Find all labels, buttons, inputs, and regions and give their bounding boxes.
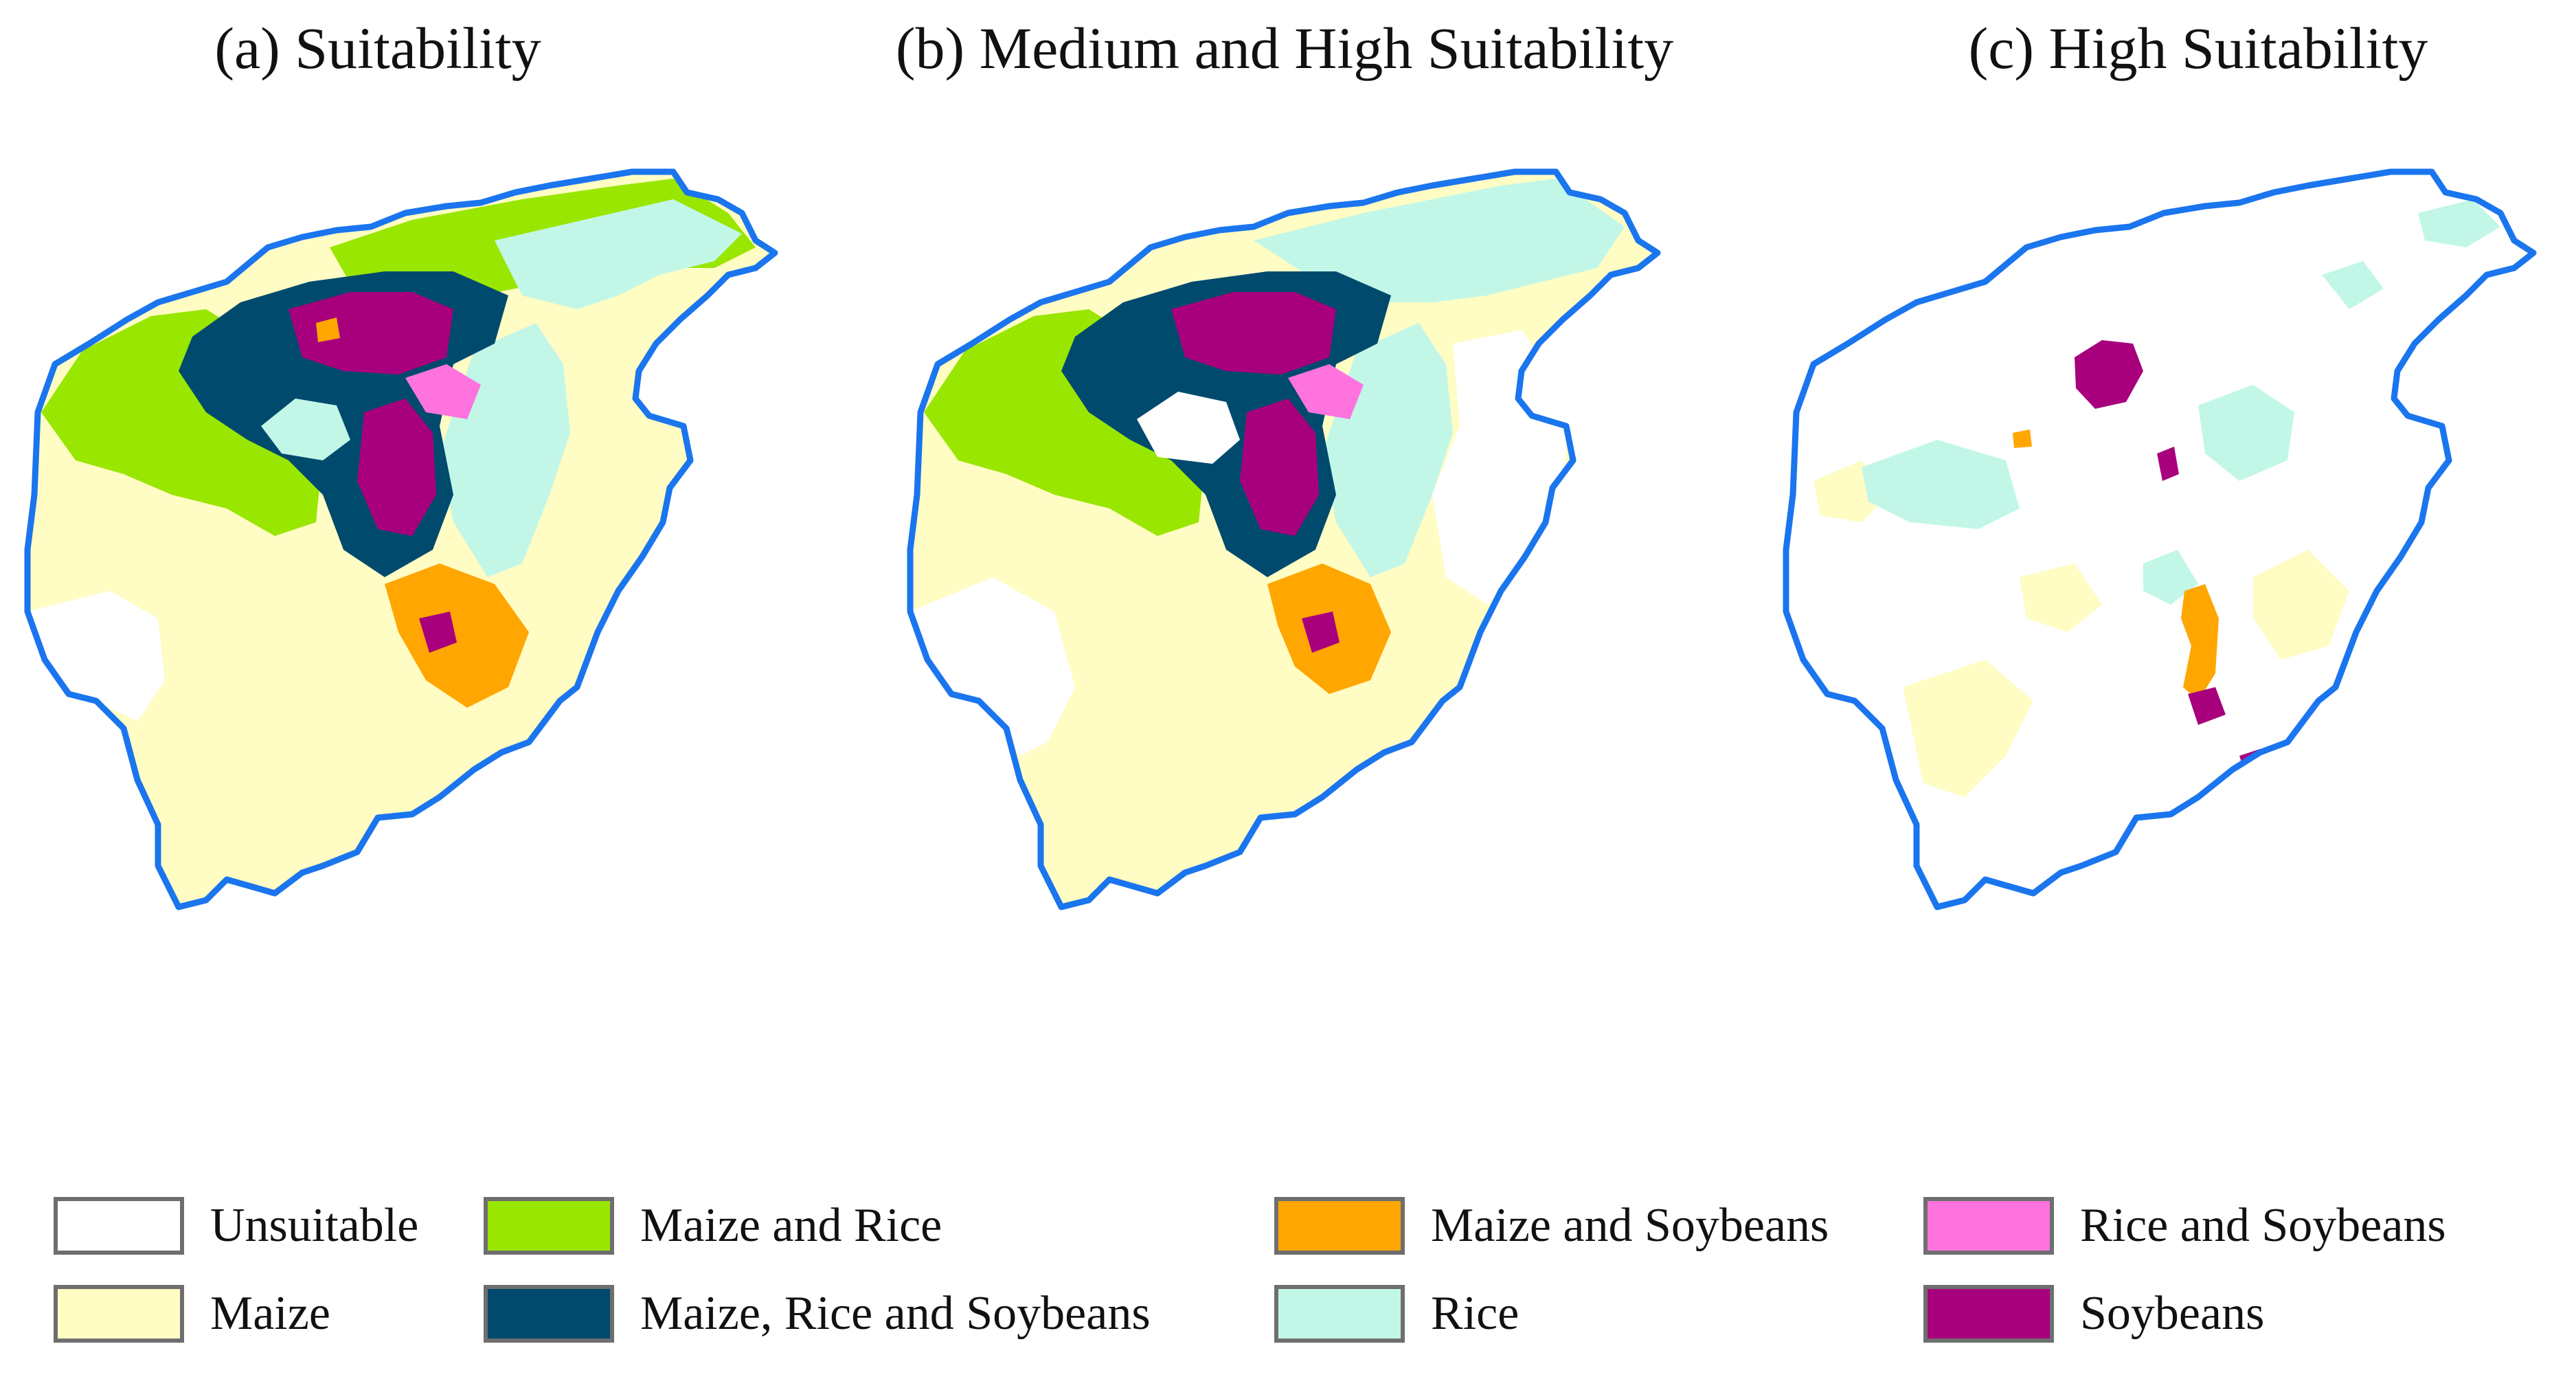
legend-swatch bbox=[54, 1197, 184, 1255]
map-a-rice-northeast bbox=[495, 199, 742, 309]
map-c-maize-east bbox=[2253, 550, 2349, 660]
map-c-rice-west bbox=[1862, 440, 2020, 529]
map-a-maize-soy-north bbox=[316, 317, 340, 342]
legend-label: Maize, Rice and Soybeans bbox=[640, 1287, 1151, 1340]
map-b-soybeans-central bbox=[1240, 399, 1319, 536]
map-a-maize-soy-southeast bbox=[385, 563, 529, 708]
legend-label: Maize and Soybeans bbox=[1431, 1199, 1829, 1252]
panel-title-b: (b) Medium and High Suitability bbox=[895, 15, 1674, 81]
legend-swatch bbox=[1274, 1285, 1405, 1343]
map-b-soybeans-south bbox=[1302, 612, 1340, 653]
maps bbox=[0, 137, 2576, 1237]
map-c-soybeans-central bbox=[2157, 447, 2179, 481]
legend-label: Soybeans bbox=[2080, 1287, 2265, 1340]
map-c-maize-soy-north bbox=[2013, 429, 2032, 448]
map-a-rice-soy-patch bbox=[405, 364, 481, 419]
legend-swatch bbox=[1923, 1285, 2054, 1343]
map-c-soybeans-south bbox=[2188, 687, 2226, 725]
map-c-rice-east bbox=[2198, 385, 2294, 481]
legend-swatch bbox=[484, 1285, 614, 1343]
map-b-rice-soy-patch bbox=[1288, 364, 1364, 419]
legend-swatch bbox=[1274, 1197, 1405, 1255]
panel-title-a: (a) Suitability bbox=[214, 15, 541, 81]
map-c-base-unsuitable bbox=[1786, 172, 2533, 907]
legend-swatch bbox=[484, 1197, 614, 1255]
legend-label: Rice bbox=[1431, 1287, 1519, 1340]
legend-label: Maize and Rice bbox=[640, 1199, 942, 1252]
map-b-soybeans-north bbox=[1171, 292, 1336, 374]
legend-swatch bbox=[54, 1285, 184, 1343]
map-a-soybeans-north bbox=[289, 292, 453, 374]
map-c-rice-north bbox=[2322, 261, 2384, 309]
map-c-soybeans-north bbox=[2075, 340, 2143, 409]
map-c-maize-center bbox=[2020, 563, 2102, 632]
map-a-soybeans-south bbox=[419, 612, 457, 653]
map-a-unsuitable-south bbox=[27, 591, 165, 721]
map-c-rice-northeast bbox=[2418, 199, 2500, 247]
map-a-rice-lake bbox=[261, 399, 350, 460]
map-b-unsuitable-south bbox=[910, 577, 1075, 756]
map-panel-a bbox=[27, 172, 775, 907]
panel-title-c: (c) High Suitability bbox=[1968, 15, 2428, 81]
legend-label: Unsuitable bbox=[210, 1199, 419, 1252]
legend-label: Maize bbox=[210, 1287, 330, 1340]
map-b-rice-northeast bbox=[1254, 179, 1625, 302]
map-c-maize-south bbox=[1903, 660, 2033, 797]
map-a-soybeans-central bbox=[357, 399, 436, 536]
map-c-maize-soy-corridor bbox=[2181, 584, 2219, 701]
map-b-unsuitable-lake bbox=[1137, 392, 1240, 464]
legend-swatch bbox=[1923, 1197, 2054, 1255]
map-panel-c bbox=[1786, 172, 2533, 907]
legend-label: Rice and Soybeans bbox=[2080, 1199, 2446, 1252]
map-panel-b bbox=[910, 172, 1658, 907]
